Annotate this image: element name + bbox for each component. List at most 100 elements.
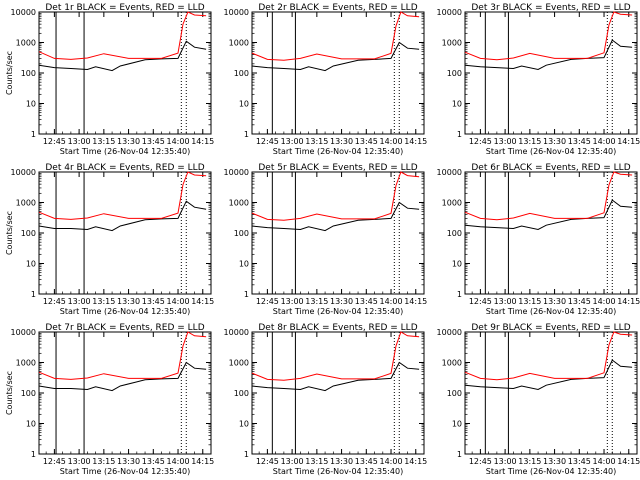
x-axis-label: Start Time (26-Nov-04 12:35:40): [60, 307, 190, 316]
series-line-events: [251, 361, 420, 392]
y-tick-label: 100: [234, 69, 249, 78]
y-tick-label: 1000: [16, 199, 36, 208]
x-tick-label: 13:00: [494, 137, 517, 146]
x-axis-label: Start Time (26-Nov-04 12:35:40): [273, 467, 403, 476]
x-tick-label: 12:45: [469, 457, 492, 466]
y-tick-label: 1: [244, 450, 249, 459]
x-tick-label: 13:30: [543, 457, 566, 466]
y-tick-label: 10: [26, 420, 36, 429]
x-tick-label: 14:00: [166, 457, 189, 466]
y-tick-label: 1: [244, 290, 249, 299]
x-tick-label: 13:00: [68, 137, 91, 146]
y-tick-label: 1: [31, 130, 36, 139]
x-tick-label: 12:45: [256, 457, 279, 466]
y-tick-label: 100: [21, 69, 36, 78]
y-tick-label: 1000: [16, 359, 36, 368]
y-tick-label: 1: [457, 290, 462, 299]
x-tick-label: 13:45: [142, 297, 165, 306]
x-tick-label: 13:30: [117, 137, 140, 146]
y-tick-label: 10: [452, 260, 462, 269]
x-tick-label: 14:00: [379, 457, 402, 466]
series-line-lld: [38, 331, 207, 380]
y-tick-label: 10: [239, 420, 249, 429]
y-axis-label: Counts/sec: [5, 371, 14, 415]
series-line-events: [464, 359, 633, 391]
y-tick-label: 10000: [11, 8, 36, 17]
chart-title: Det 6r BLACK = Events, RED = LLD: [471, 163, 630, 173]
series-line-events: [38, 361, 207, 392]
series-line-lld: [464, 11, 633, 61]
y-tick-label: 10000: [437, 328, 462, 337]
chart-panel-6: Det 6r BLACK = Events, RED = LLD 1 10 100 10…: [437, 163, 640, 316]
y-axis-label: Counts/sec: [5, 51, 14, 95]
x-tick-label: 13:00: [281, 457, 304, 466]
x-tick-label: 13:00: [68, 297, 91, 306]
series-line-events: [251, 201, 420, 232]
y-tick-label: 1: [31, 290, 36, 299]
y-tick-label: 100: [234, 229, 249, 238]
x-tick-label: 13:30: [330, 297, 353, 306]
y-tick-label: 1: [244, 130, 249, 139]
y-tick-label: 10000: [437, 8, 462, 17]
plot-frame: [464, 331, 638, 455]
x-tick-label: 13:45: [142, 137, 165, 146]
plot-frame: [38, 331, 212, 455]
x-tick-label: 14:15: [404, 137, 427, 146]
chart-title: Det 2r BLACK = Events, RED = LLD: [258, 3, 417, 13]
x-tick-label: 13:15: [305, 457, 328, 466]
x-tick-label: 13:30: [543, 137, 566, 146]
series-line-lld: [38, 171, 207, 220]
y-tick-label: 10: [452, 420, 462, 429]
x-tick-label: 13:45: [355, 137, 378, 146]
x-tick-label: 13:00: [68, 457, 91, 466]
chart-panel-3: Det 3r BLACK = Events, RED = LLD 1 10 100 10…: [437, 3, 640, 156]
x-axis-label: Start Time (26-Nov-04 12:35:40): [486, 467, 616, 476]
x-tick-label: 13:45: [355, 457, 378, 466]
x-tick-label: 14:15: [191, 137, 214, 146]
x-tick-label: 13:00: [281, 297, 304, 306]
x-tick-label: 13:15: [305, 297, 328, 306]
x-tick-label: 12:45: [469, 137, 492, 146]
x-tick-label: 13:00: [281, 137, 304, 146]
x-tick-label: 14:15: [191, 297, 214, 306]
x-tick-label: 13:45: [142, 457, 165, 466]
x-tick-label: 13:45: [568, 457, 591, 466]
x-tick-label: 14:15: [617, 297, 640, 306]
y-tick-label: 1000: [229, 199, 249, 208]
y-tick-label: 1000: [442, 39, 462, 48]
y-tick-label: 1000: [442, 199, 462, 208]
x-tick-label: 14:00: [379, 137, 402, 146]
plot-frame: [251, 171, 425, 295]
x-tick-label: 13:30: [117, 297, 140, 306]
x-tick-label: 12:45: [43, 137, 66, 146]
chart-title: Det 9r BLACK = Events, RED = LLD: [471, 323, 630, 333]
chart-title: Det 5r BLACK = Events, RED = LLD: [258, 163, 417, 173]
x-tick-label: 13:15: [92, 457, 115, 466]
chart-panel-2: Det 2r BLACK = Events, RED = LLD 1 10 100 10…: [224, 3, 428, 156]
y-tick-label: 10: [239, 260, 249, 269]
y-tick-label: 1: [457, 130, 462, 139]
series-line-events: [38, 200, 207, 232]
y-tick-label: 1: [457, 450, 462, 459]
plot-frame: [251, 331, 425, 455]
chart-panel-7: Det 7r BLACK = Events, RED = LLD 1 10 100 10…: [5, 323, 214, 476]
x-tick-label: 14:00: [379, 297, 402, 306]
x-tick-label: 13:00: [494, 457, 517, 466]
series-line-lld: [38, 11, 207, 60]
x-tick-label: 14:15: [404, 297, 427, 306]
x-tick-label: 14:15: [191, 457, 214, 466]
series-line-events: [251, 41, 420, 72]
x-tick-label: 14:15: [617, 137, 640, 146]
y-tick-label: 10000: [224, 168, 249, 177]
chart-panel-8: Det 8r BLACK = Events, RED = LLD 1 10 100 10…: [224, 323, 428, 476]
x-tick-label: 14:00: [166, 137, 189, 146]
x-tick-label: 13:30: [330, 457, 353, 466]
y-tick-label: 100: [447, 229, 462, 238]
plot-frame: [38, 171, 212, 295]
x-tick-label: 13:15: [518, 297, 541, 306]
x-tick-label: 13:30: [543, 297, 566, 306]
series-line-lld: [464, 171, 633, 221]
x-axis-label: Start Time (26-Nov-04 12:35:40): [486, 147, 616, 156]
x-axis-label: Start Time (26-Nov-04 12:35:40): [273, 307, 403, 316]
